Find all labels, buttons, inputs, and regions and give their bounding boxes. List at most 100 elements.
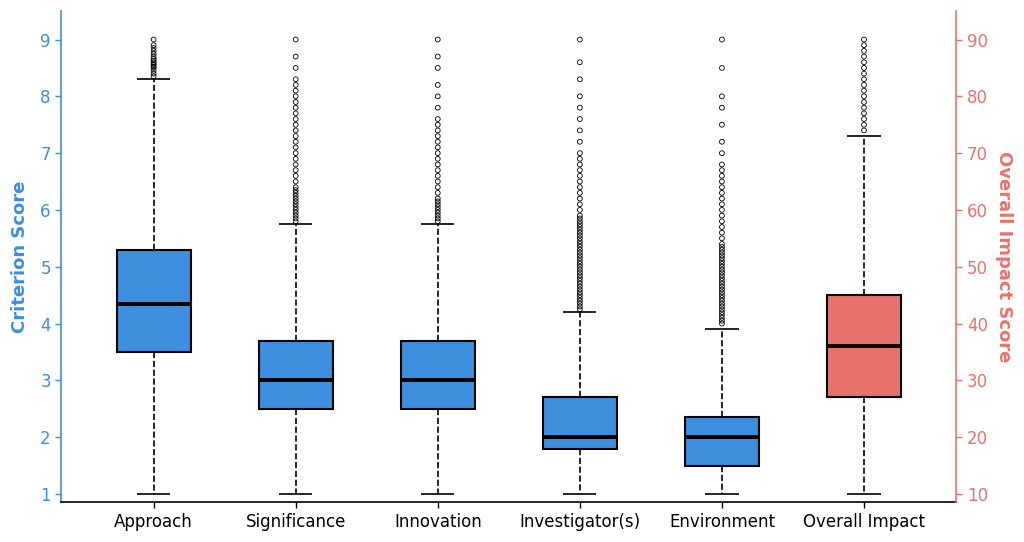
Point (571, 260, 588, 268)
Point (571, 211, 588, 220)
Point (145, 67, 162, 75)
Point (571, 274, 588, 282)
Point (430, 177, 446, 186)
Point (571, 276, 588, 285)
Point (714, 240, 730, 248)
Point (571, 75, 588, 83)
Point (714, 177, 730, 186)
Point (571, 282, 588, 291)
Point (288, 52, 304, 61)
Point (714, 319, 730, 328)
Point (288, 186, 304, 195)
Point (571, 220, 588, 229)
Point (714, 149, 730, 158)
Point (430, 183, 446, 191)
Point (571, 285, 588, 294)
Point (288, 109, 304, 118)
Point (430, 194, 446, 203)
Point (288, 154, 304, 163)
Point (571, 265, 588, 274)
Point (288, 132, 304, 140)
Point (571, 183, 588, 191)
Point (571, 126, 588, 135)
Bar (543, 397, 616, 449)
Bar (259, 340, 333, 409)
Point (571, 234, 588, 243)
Point (571, 305, 588, 314)
Point (856, 58, 872, 67)
Point (145, 63, 162, 72)
Point (145, 58, 162, 67)
Point (571, 217, 588, 225)
Point (571, 115, 588, 124)
Point (571, 228, 588, 237)
Point (714, 138, 730, 146)
Point (714, 282, 730, 291)
Y-axis label: Criterion Score: Criterion Score (11, 180, 29, 333)
Point (714, 200, 730, 209)
Point (430, 217, 446, 225)
Point (571, 92, 588, 101)
Point (856, 126, 872, 135)
Point (714, 268, 730, 277)
Y-axis label: Overall Impact Score: Overall Impact Score (995, 151, 1013, 363)
Point (714, 294, 730, 302)
Point (571, 166, 588, 175)
Point (856, 47, 872, 55)
Point (714, 305, 730, 314)
Point (288, 205, 304, 214)
Point (856, 115, 872, 124)
Point (430, 92, 446, 101)
Point (571, 262, 588, 271)
Point (714, 296, 730, 305)
Point (714, 183, 730, 191)
Point (288, 177, 304, 186)
Point (430, 120, 446, 129)
Point (288, 209, 304, 217)
Point (714, 217, 730, 225)
Point (714, 205, 730, 214)
Point (571, 104, 588, 112)
Point (571, 189, 588, 197)
Point (714, 291, 730, 300)
Point (430, 211, 446, 220)
Point (288, 75, 304, 83)
Point (288, 63, 304, 72)
Point (714, 276, 730, 285)
Point (288, 149, 304, 158)
Point (714, 265, 730, 274)
Point (145, 60, 162, 68)
Point (430, 154, 446, 163)
Point (571, 268, 588, 277)
Point (856, 75, 872, 83)
Point (288, 138, 304, 146)
Point (714, 35, 730, 44)
Point (430, 63, 446, 72)
Point (430, 35, 446, 44)
Point (714, 313, 730, 322)
Point (288, 211, 304, 220)
Point (714, 228, 730, 237)
Point (856, 81, 872, 89)
Point (714, 120, 730, 129)
Point (714, 311, 730, 319)
Point (145, 69, 162, 78)
Point (856, 35, 872, 44)
Point (430, 104, 446, 112)
Point (571, 299, 588, 308)
Point (430, 197, 446, 206)
Point (430, 189, 446, 197)
Point (714, 171, 730, 180)
Point (714, 223, 730, 231)
Point (288, 120, 304, 129)
Point (856, 109, 872, 118)
Point (288, 189, 304, 197)
Point (571, 251, 588, 260)
Point (288, 143, 304, 152)
Point (145, 56, 162, 65)
Point (571, 194, 588, 203)
Point (571, 214, 588, 223)
Point (430, 143, 446, 152)
Point (856, 86, 872, 95)
Point (288, 197, 304, 206)
